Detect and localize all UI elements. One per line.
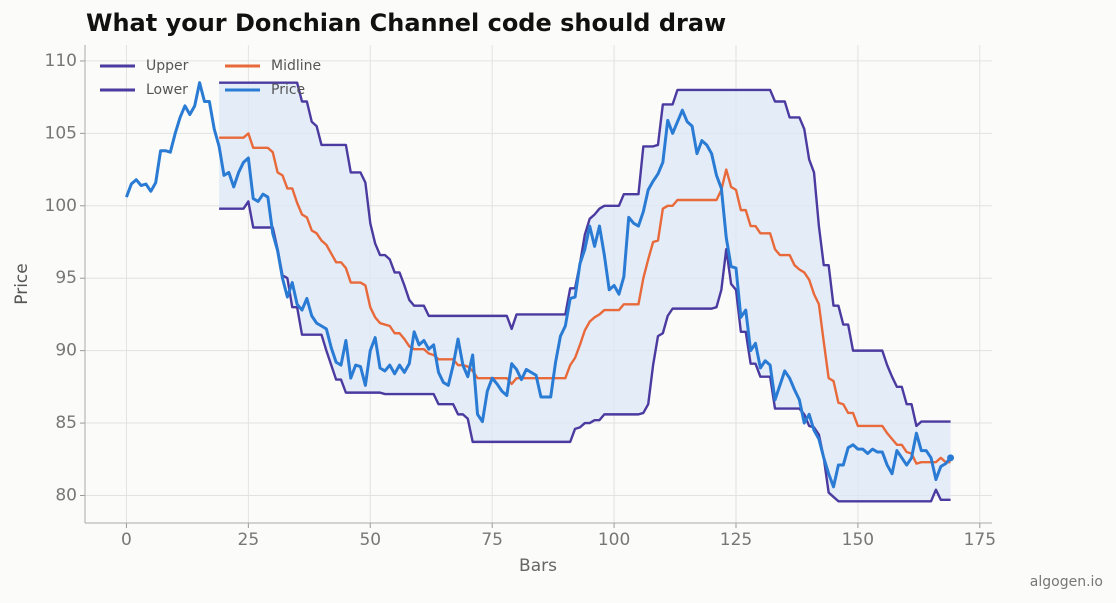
y-tick-label: 100: [45, 196, 77, 216]
y-tick-label: 110: [45, 51, 77, 71]
watermark: algogen.io: [1030, 574, 1103, 590]
y-tick-label: 85: [55, 413, 77, 433]
x-tick-label: 125: [720, 530, 752, 550]
y-tick-label: 105: [45, 123, 77, 143]
y-axis-label: Price: [12, 263, 32, 304]
legend-label: Midline: [271, 58, 321, 74]
x-tick-label: 175: [964, 530, 996, 550]
channel-fill: [219, 82, 951, 502]
series-line: [125, 81, 952, 489]
x-tick-label: 0: [121, 530, 132, 550]
x-axis-label: Bars: [519, 556, 557, 576]
series-line: [219, 132, 951, 465]
legend-label: Lower: [146, 82, 188, 98]
series-line: [219, 200, 951, 503]
x-tick-label: 50: [359, 530, 381, 550]
legend-label: Upper: [146, 58, 189, 74]
x-tick-label: 100: [598, 530, 630, 550]
x-tick-label: 25: [238, 530, 260, 550]
last-point: [947, 454, 955, 462]
chart-title: What your Donchian Channel code should d…: [86, 9, 726, 37]
legend-label: Price: [271, 82, 305, 98]
series-line: [219, 81, 951, 428]
x-tick-label: 75: [481, 530, 503, 550]
y-tick-label: 80: [55, 485, 77, 505]
y-tick-label: 90: [55, 341, 77, 361]
x-tick-label: 150: [842, 530, 874, 550]
y-tick-label: 95: [55, 268, 77, 288]
